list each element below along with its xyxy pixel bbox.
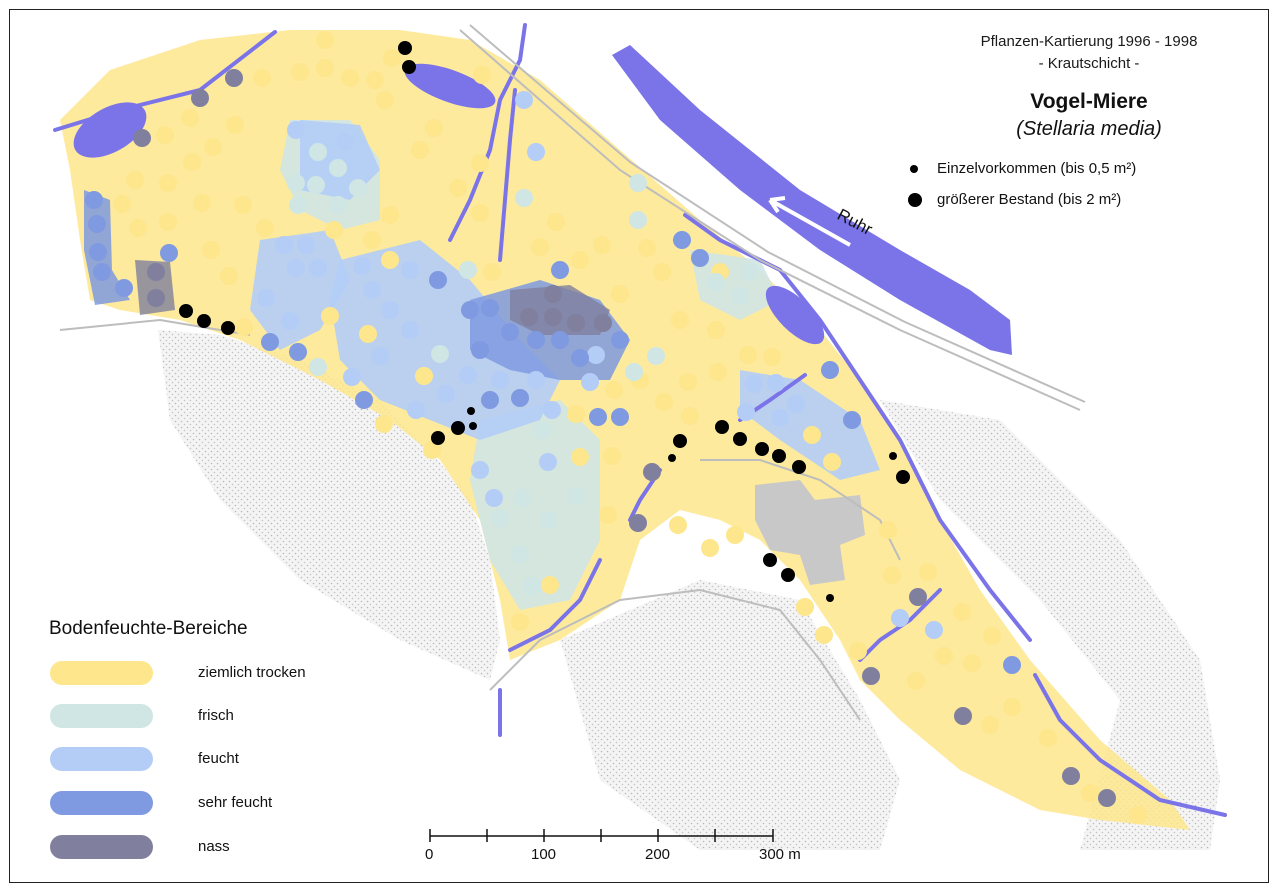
occurrence-large-markers [179, 41, 910, 582]
moisture-sample-dots [85, 31, 1147, 824]
stippled-area-south [560, 580, 900, 850]
scale-label-200: 200 [645, 846, 671, 863]
pond-east [765, 285, 825, 345]
swatch-dry [50, 661, 153, 685]
scale-label-0: 0 [425, 846, 434, 863]
moisture-zone-wet-west [135, 260, 175, 315]
map-title-line1: Pflanzen-Kartierung 1996 - 1998 [980, 33, 1198, 50]
swatch-wet [50, 835, 153, 859]
occurrence-small-markers [467, 407, 897, 602]
map-title-line2: - Krautschicht - [1038, 55, 1140, 72]
species-latin-name: (Stellaria media) [1016, 118, 1162, 140]
moisture-zone-fresh-central [470, 400, 600, 610]
legend-label-very-moist: sehr feucht [198, 794, 273, 811]
river-ruhr [612, 45, 1012, 355]
map-frame [9, 9, 1269, 883]
river-flow-arrow [768, 196, 851, 247]
scale-bar [429, 829, 774, 842]
scale-label-100: 100 [531, 846, 557, 863]
moisture-legend-title: Bodenfeuchte-Bereiche [49, 618, 248, 639]
legend-label-wet: nass [198, 838, 230, 855]
species-common-name: Vogel-Miere [1030, 90, 1148, 113]
scale-label-300m: 300 m [759, 846, 801, 863]
legend-small-dot [910, 165, 918, 173]
pond-northwest [73, 102, 147, 158]
stippled-area-east [880, 400, 1220, 850]
legend-label-fresh: frisch [198, 707, 234, 724]
swatch-very-moist [50, 791, 153, 815]
legend-label-moist: feucht [198, 750, 239, 767]
stippled-area-west [158, 330, 500, 680]
legend-label-dry: ziemlich trocken [198, 664, 306, 681]
legend-larger-stand-label: größerer Bestand (bis 2 m²) [937, 191, 1122, 208]
legend-single-occurrence-label: Einzelvorkommen (bis 0,5 m²) [937, 160, 1137, 177]
swatch-fresh [50, 704, 153, 728]
moisture-zone-moist-center [330, 240, 560, 440]
legend-large-dot [908, 193, 922, 207]
buildings [755, 480, 865, 585]
swatch-moist [50, 747, 153, 771]
streams [53, 23, 1227, 817]
pond-north [404, 63, 496, 109]
roads [59, 24, 1086, 721]
